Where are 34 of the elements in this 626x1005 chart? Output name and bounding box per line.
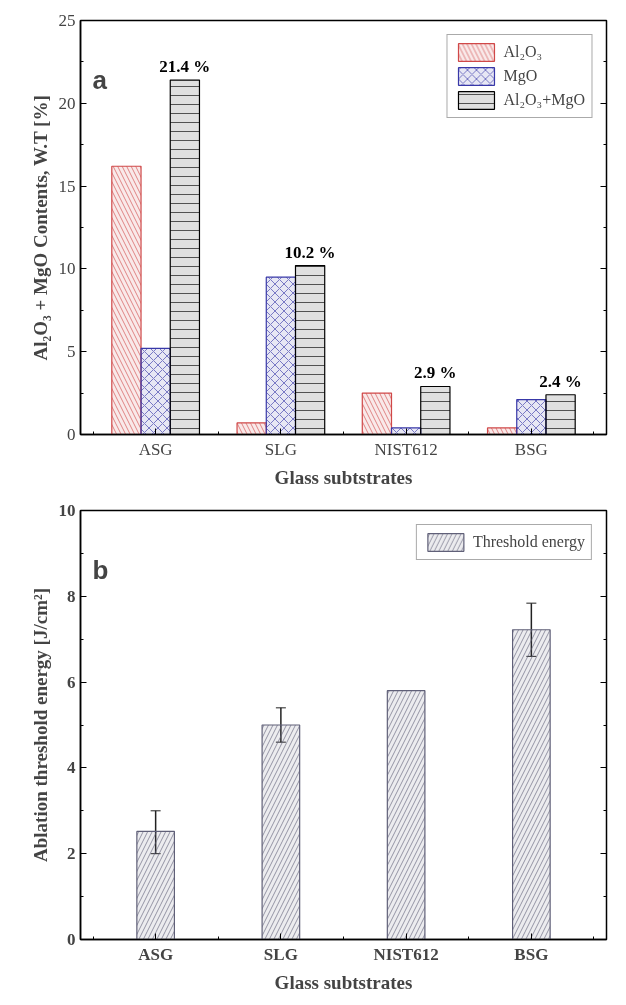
x-tick-label: ASG bbox=[138, 944, 174, 964]
y-tick-label: 0 bbox=[67, 425, 76, 444]
x-tick-label: SLG bbox=[264, 439, 297, 459]
x-tick-label: BSG bbox=[514, 439, 548, 459]
y-tick-label: 5 bbox=[67, 342, 76, 362]
legend-label: Al₂O₃ bbox=[503, 43, 543, 61]
y-tick-label: 2 bbox=[67, 844, 76, 864]
x-axis-title: Glass subtstrates bbox=[274, 466, 413, 488]
x-tick-label: NIST612 bbox=[374, 439, 438, 459]
y-axis-title: Ablation threshold energy [J/cm²] bbox=[29, 588, 51, 862]
y-tick-label: 10 bbox=[58, 501, 76, 520]
y-tick-label: 8 bbox=[67, 586, 76, 606]
x-axis-title: Glass subtstrates bbox=[274, 971, 413, 993]
x-tick-label: NIST612 bbox=[373, 944, 439, 964]
legend-label: Al₂O₃+MgO bbox=[503, 91, 585, 109]
data-label: 2.4 % bbox=[539, 371, 582, 391]
y-tick-label: 15 bbox=[58, 176, 76, 196]
y-tick-label: 20 bbox=[58, 93, 76, 113]
x-tick-label: SLG bbox=[263, 944, 298, 964]
x-tick-label: ASG bbox=[138, 439, 173, 459]
annotation: a bbox=[92, 64, 108, 95]
legend-label: MgO bbox=[503, 67, 538, 85]
y-tick-label: 10 bbox=[58, 259, 76, 279]
data-label: 10.2 % bbox=[284, 242, 336, 262]
y-axis-title: Al₂O₃ + MgO Contents, W.T [%] bbox=[29, 95, 51, 361]
y-tick-label: 6 bbox=[67, 672, 76, 692]
legend-label: Threshold energy bbox=[472, 533, 585, 551]
y-tick-label: 4 bbox=[67, 758, 76, 778]
x-tick-label: BSG bbox=[514, 944, 549, 964]
data-label: 2.9 % bbox=[414, 363, 457, 383]
data-label: 21.4 % bbox=[159, 57, 211, 77]
y-tick-label: 25 bbox=[58, 11, 76, 30]
y-tick-label: 0 bbox=[67, 930, 76, 949]
annotation: b bbox=[92, 554, 109, 585]
